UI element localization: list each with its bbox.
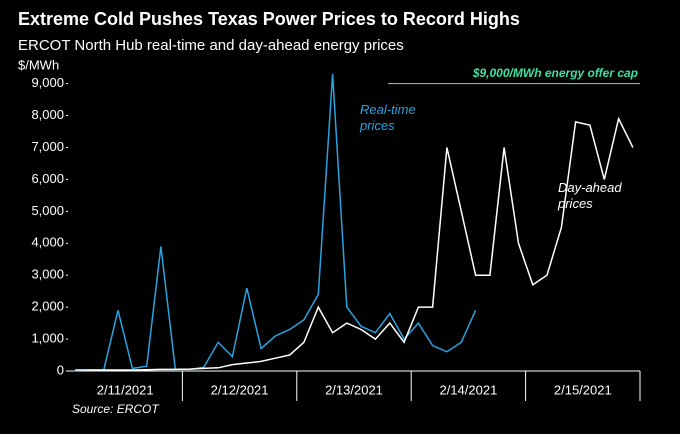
y-tick-label: 3,000 [31,267,64,282]
series-label: Day-ahead prices [558,180,622,211]
x-tick-label: 2/11/2021 [97,382,154,397]
x-tick-label: 2/14/2021 [439,382,497,397]
chart-title: Extreme Cold Pushes Texas Power Prices t… [18,9,520,29]
y-tick-label: 6,000 [31,171,64,186]
line-series [75,116,634,371]
x-tick-label: 2/13/2021 [325,382,383,397]
y-tick-label: 0 [57,362,64,377]
x-tick-label: 2/15/2021 [554,382,612,397]
y-tick-label: 9,000 [31,75,64,90]
y-tick-label: 2,000 [31,299,64,314]
x-tick-label: 2/12/2021 [211,382,269,397]
source: Source: ERCOT [72,402,160,416]
chart-subtitle: ERCOT North Hub real-time and day-ahead … [18,37,404,54]
series-label: Real-time prices [360,102,416,133]
y-axis-label: $/MWh [18,57,59,72]
cap-label: $9,000/MWh energy offer cap [472,66,638,80]
y-tick-label: 7,000 [31,139,64,154]
y-tick-label: 4,000 [31,235,64,250]
y-tick-label: 5,000 [31,203,64,218]
y-tick-label: 8,000 [31,107,64,122]
y-tick-label: 1,000 [31,331,64,346]
line-series [75,73,477,372]
